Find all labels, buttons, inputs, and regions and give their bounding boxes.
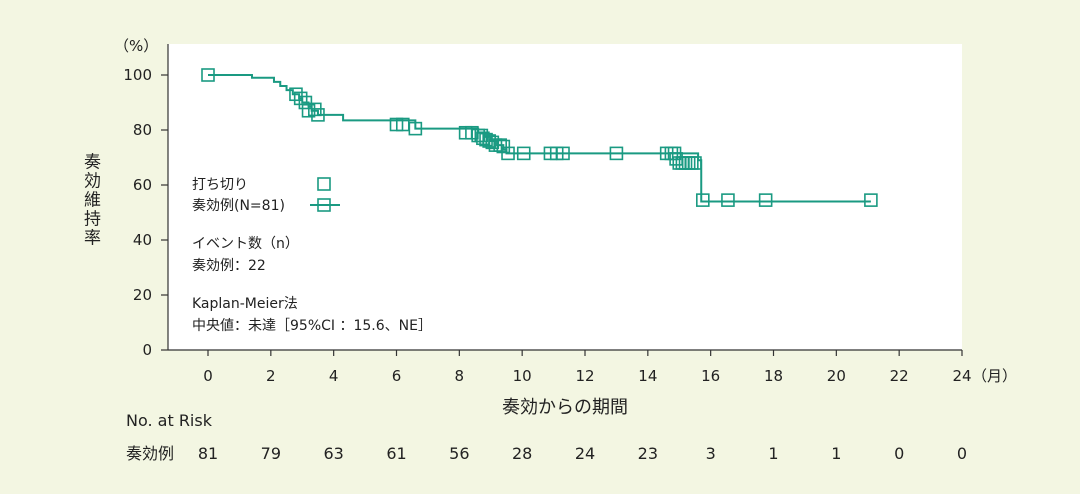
x-tick-label: 14 xyxy=(638,367,657,385)
censor-marker xyxy=(298,95,313,110)
censor-marker xyxy=(408,121,423,136)
censor-marker xyxy=(311,108,325,122)
risk-value: 56 xyxy=(449,444,469,463)
risk-value: 1 xyxy=(768,444,778,463)
censor-marker xyxy=(688,156,702,170)
y-tick-label: 100 xyxy=(123,66,152,84)
risk-value: 79 xyxy=(261,444,281,463)
censor-marker xyxy=(721,193,735,207)
censor-marker xyxy=(293,91,308,106)
censor-marker xyxy=(201,68,215,82)
risk-value: 0 xyxy=(894,444,904,463)
censor-marker xyxy=(758,193,773,207)
censor-marker xyxy=(496,139,511,154)
y-axis-title: 奏効維持率 xyxy=(80,152,101,247)
x-tick-label: 10 xyxy=(513,367,532,385)
risk-value: 24 xyxy=(575,444,595,463)
x-tick-label: 2 xyxy=(266,367,276,385)
risk-value: 3 xyxy=(706,444,716,463)
legend-censor-marker xyxy=(317,177,331,191)
risk-value: 61 xyxy=(386,444,406,463)
risk-value: 1 xyxy=(831,444,841,463)
events-title: イベント数（n） xyxy=(192,236,299,252)
plot-area xyxy=(168,44,962,350)
y-unit-label: （%） xyxy=(114,37,158,55)
y-tick-label: 0 xyxy=(142,341,152,359)
x-tick-label: 12 xyxy=(575,367,594,385)
x-tick-label: 6 xyxy=(392,367,402,385)
y-tick-label: 80 xyxy=(133,121,152,139)
x-tick-label: 0 xyxy=(203,367,213,385)
censor-marker xyxy=(696,193,710,207)
censor-marker xyxy=(609,146,624,161)
risk-table-title: No. at Risk xyxy=(126,411,213,430)
risk-row-label: 奏効例 xyxy=(126,444,174,463)
y-tick-label: 40 xyxy=(133,231,152,249)
censor-marker xyxy=(556,146,570,161)
x-tick-label: 24 xyxy=(952,367,971,385)
x-tick-label: 4 xyxy=(329,367,339,385)
x-tick-label: 16 xyxy=(701,367,720,385)
legend-series-label: 奏効例(N=81) xyxy=(192,198,285,214)
censor-marker xyxy=(516,146,531,161)
events-value: 奏効例：22 xyxy=(192,258,266,274)
legend-censor-label: 打ち切り xyxy=(192,176,248,193)
risk-value: 81 xyxy=(198,444,218,463)
survival-curve xyxy=(208,74,871,203)
x-tick-label: 22 xyxy=(890,367,909,385)
censor-marker xyxy=(395,117,410,132)
censor-marker xyxy=(485,135,500,150)
censor-marker xyxy=(864,193,878,207)
x-tick-label: 18 xyxy=(764,367,783,385)
censor-marker xyxy=(501,146,515,161)
x-tick-label: 20 xyxy=(827,367,846,385)
risk-value: 0 xyxy=(957,444,967,463)
censor-marker xyxy=(289,87,303,102)
x-axis-title: 奏効からの期間 xyxy=(502,397,628,418)
y-tick-label: 20 xyxy=(133,286,152,304)
risk-value: 23 xyxy=(638,444,658,463)
risk-value: 63 xyxy=(323,444,343,463)
median-label: 中央値：未達［95%CI ：15.6、NE］ xyxy=(192,318,432,334)
risk-value: 28 xyxy=(512,444,532,463)
legend-series-marker xyxy=(317,198,331,212)
x-tick-label: 8 xyxy=(455,367,465,385)
y-tick-label: 60 xyxy=(133,176,152,194)
method-label: Kaplan-Meier法 xyxy=(192,296,298,312)
x-unit-label: （月） xyxy=(972,367,1017,385)
censor-marker xyxy=(493,138,507,152)
